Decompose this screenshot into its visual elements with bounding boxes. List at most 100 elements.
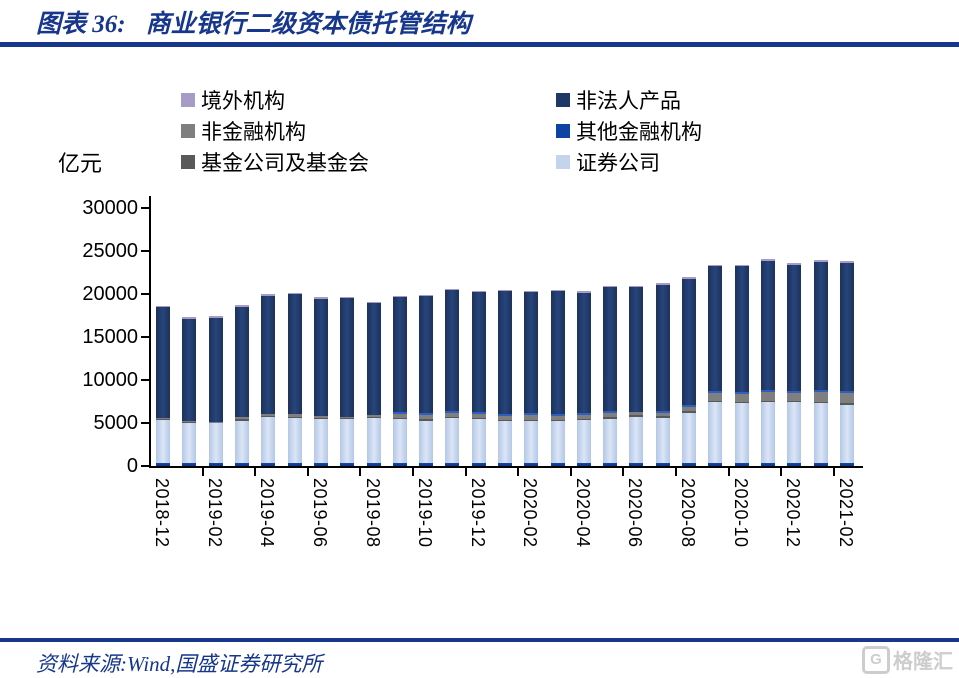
legend-label: 其他金融机构: [576, 119, 702, 144]
bar-2020-02: [524, 290, 539, 466]
bar-segment-overseas: [708, 264, 723, 267]
x-axis-line: [149, 466, 863, 468]
bar-segment-fund: [734, 402, 749, 404]
bar-segment-non_legal_person: [156, 307, 171, 419]
x-tick-label: 2019-10: [415, 478, 436, 548]
bar-segment-overseas: [261, 294, 276, 296]
bar-segment-securities: [313, 419, 328, 463]
x-tick-label: 2020-06: [625, 478, 646, 548]
bar-segment-securities: [156, 420, 171, 463]
bar-segment-non_financial: [813, 389, 828, 403]
bar-segment-overseas: [550, 290, 565, 292]
bar-2019-06: [313, 297, 328, 466]
x-tick-label: 2019-02: [204, 478, 225, 548]
bar-segment-non_financial: [392, 412, 407, 419]
bar-segment-securities: [445, 418, 460, 463]
chart-title: 图表 36: 商业银行二级资本债托管结构: [36, 4, 471, 40]
x-tick-label: 2020-02: [520, 478, 541, 548]
bar-segment-overseas: [576, 291, 591, 293]
bar-segment-overseas: [419, 294, 434, 296]
x-tick-mark: [622, 468, 625, 476]
bar-segment-overseas: [445, 289, 460, 291]
bar-segment-overseas: [734, 264, 749, 267]
bar-segment-non_legal_person: [524, 291, 539, 414]
bar-segment-securities: [182, 422, 197, 463]
bar-segment-other_financial: [445, 462, 460, 466]
bar-2020-01: [498, 290, 512, 466]
legend-swatch-icon: [556, 123, 570, 138]
bar-segment-securities: [498, 421, 512, 463]
bar-segment-securities: [682, 412, 697, 463]
bar-segment-overseas: [313, 297, 328, 299]
x-tick-mark: [517, 468, 520, 476]
bar-segment-fund: [524, 419, 539, 422]
bar-segment-overseas: [208, 316, 223, 318]
chart-title-prefix: 图表 36:: [36, 11, 126, 38]
bar-segment-fund: [760, 400, 775, 403]
bar-segment-overseas: [813, 260, 828, 262]
x-tick-mark: [780, 468, 783, 476]
bar-segment-securities: [471, 419, 486, 463]
bar-segment-overseas: [392, 295, 407, 298]
bar-segment-non_financial: [156, 418, 171, 420]
y-tick-mark: [141, 336, 150, 338]
bar-segment-non_legal_person: [760, 260, 775, 390]
bar-segment-other_financial: [235, 462, 250, 466]
bar-segment-non_legal_person: [340, 298, 355, 417]
bar-segment-other_financial: [392, 462, 407, 466]
x-tick-label: 2021-02: [835, 478, 856, 548]
bar-segment-other_financial: [419, 462, 434, 466]
bar-segment-fund: [340, 418, 355, 420]
bar-segment-non_financial: [471, 412, 486, 419]
bar-segment-securities: [655, 417, 670, 463]
bar-segment-non_financial: [576, 413, 591, 419]
bar-segment-other_financial: [498, 462, 512, 466]
bar-segment-non_financial: [182, 420, 197, 422]
bar-segment-securities: [550, 421, 565, 463]
bar-segment-securities: [208, 423, 223, 463]
bar-segment-non_legal_person: [313, 298, 328, 416]
bar-segment-fund: [261, 415, 276, 418]
bar-segment-fund: [445, 416, 460, 419]
bar-2019-12: [471, 290, 486, 466]
bar-2020-03: [550, 290, 565, 466]
y-tick-label: 5000: [93, 412, 139, 434]
bar-segment-other_financial: [366, 462, 381, 466]
x-tick-label: 2019-12: [467, 478, 488, 548]
bar-segment-non_financial: [524, 413, 539, 420]
bar-segment-securities: [366, 418, 381, 463]
bar-segment-other_financial: [471, 462, 486, 466]
legend-label: 非法人产品: [576, 88, 681, 113]
bar-segment-non_financial: [603, 411, 618, 418]
bar-segment-non_legal_person: [287, 294, 302, 415]
legend-label: 境外机构: [201, 88, 285, 113]
bar-segment-overseas: [682, 277, 697, 279]
bar-segment-securities: [524, 421, 539, 463]
bar-segment-other_financial: [550, 462, 565, 466]
bar-segment-non_financial: [366, 414, 381, 417]
bar-2019-04: [261, 294, 276, 466]
bar-2018-12: [156, 306, 171, 466]
legend-column-0: 境外机构 非金融机构 基金公司及基金会: [181, 84, 369, 177]
bar-segment-non_financial: [734, 392, 749, 403]
bar-segment-other_financial: [813, 462, 828, 466]
bar-segment-non_financial: [340, 416, 355, 419]
bar-segment-non_legal_person: [235, 306, 250, 418]
bar-segment-securities: [787, 402, 802, 463]
y-tick-label: 10000: [82, 369, 138, 391]
bar-segment-securities: [629, 416, 644, 463]
bar-segment-non_financial: [419, 413, 434, 420]
bar-segment-overseas: [498, 290, 512, 292]
bar-segment-fund: [813, 402, 828, 404]
x-tick-label: 2020-08: [678, 478, 699, 548]
legend-item: 其他金融机构: [556, 115, 702, 146]
bar-segment-non_legal_person: [682, 278, 697, 405]
y-tick-mark: [141, 379, 150, 381]
watermark: G 格隆汇: [862, 645, 953, 674]
y-axis-unit-label: 亿元: [58, 151, 103, 176]
bar-segment-fund: [603, 417, 618, 419]
bar-segment-overseas: [524, 290, 539, 292]
bar-2019-05: [287, 293, 302, 466]
legend-swatch-icon: [181, 123, 195, 138]
